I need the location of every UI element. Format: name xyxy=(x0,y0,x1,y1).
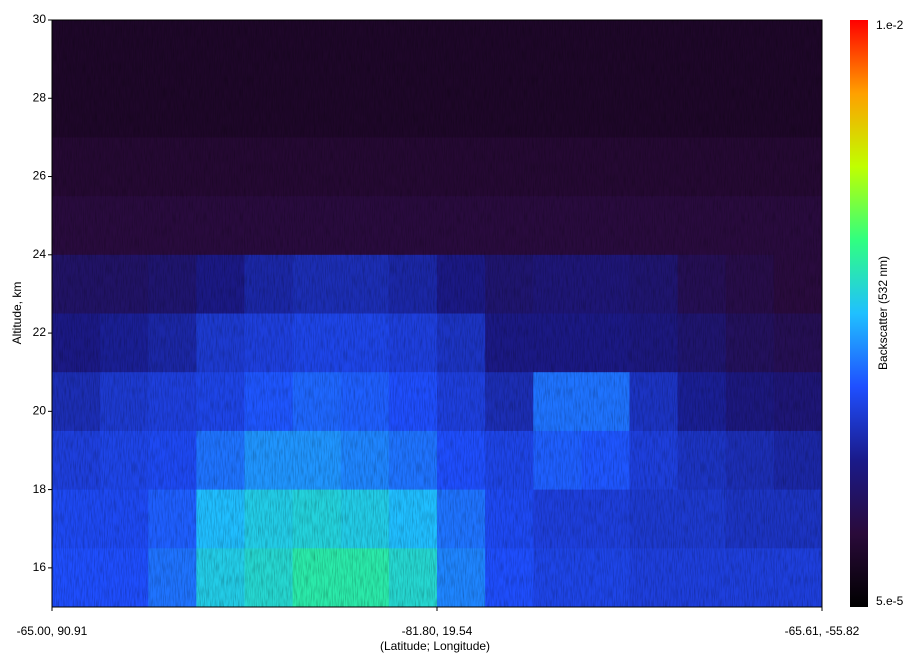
colorbar xyxy=(850,20,868,607)
colorbar-min-label: 5.e-5 xyxy=(876,594,904,608)
texture xyxy=(52,20,822,607)
x-tick-label: -65.00, 90.91 xyxy=(17,624,88,638)
x-tick-label: -81.80, 19.54 xyxy=(402,624,473,638)
colorbar-label: Backscatter (532 nm) xyxy=(876,256,890,370)
y-tick-label: 16 xyxy=(33,560,47,574)
y-tick-label: 30 xyxy=(33,12,47,26)
y-axis-label: Altitude, km xyxy=(10,282,24,345)
y-tick-label: 18 xyxy=(33,482,47,496)
y-tick-label: 24 xyxy=(33,247,47,261)
y-tick-label: 26 xyxy=(33,169,47,183)
x-tick-label: -65.61, -55.82 xyxy=(785,624,860,638)
x-axis-label: (Latitude; Longitude) xyxy=(380,639,490,653)
y-tick-label: 20 xyxy=(33,404,47,418)
y-tick-label: 28 xyxy=(33,90,47,104)
y-tick-label: 22 xyxy=(33,325,47,339)
colorbar-max-label: 1.e-2 xyxy=(876,18,904,32)
